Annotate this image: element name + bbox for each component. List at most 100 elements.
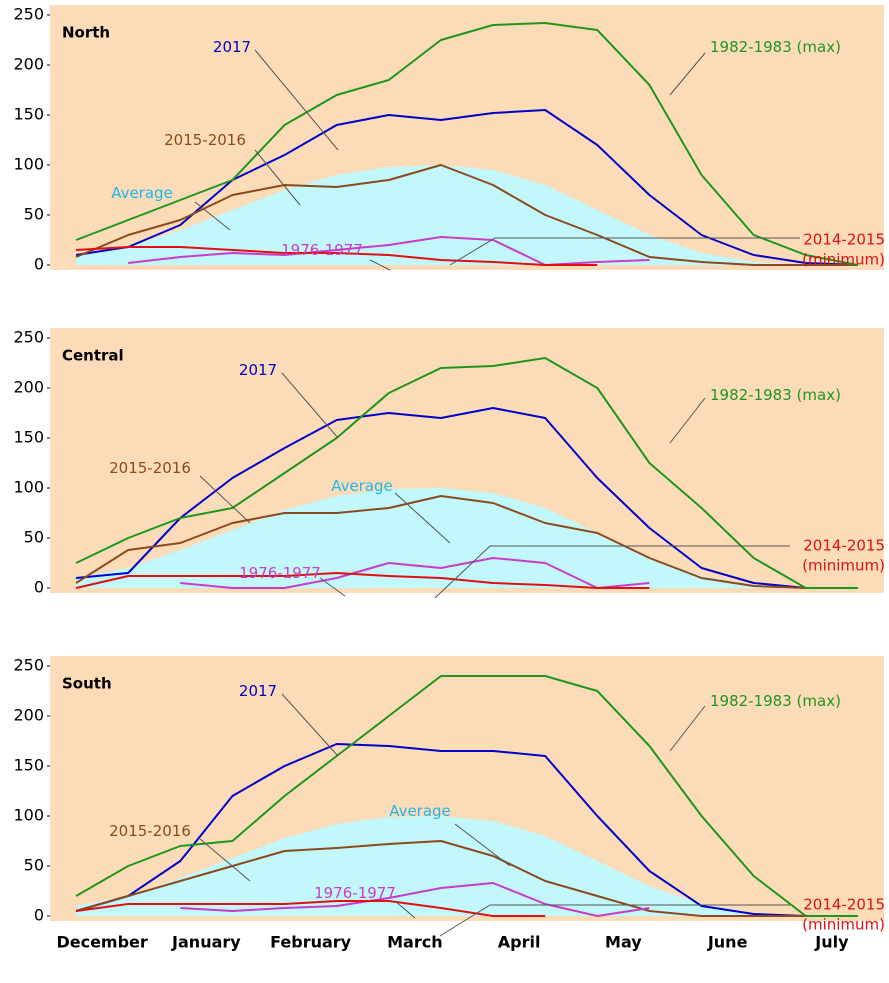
series-name: 1976-1977 (281, 241, 363, 259)
series-name: 2015-2016 (109, 822, 191, 840)
y-tick-label: 100 (13, 806, 44, 825)
y-tick-label: 250 (13, 656, 44, 675)
series-label: Average (389, 802, 451, 820)
series-note: (minimum) (802, 251, 885, 269)
leader-line (669, 705, 706, 752)
series-line (180, 882, 650, 917)
leader-line (439, 904, 790, 937)
series-name: Average (331, 477, 393, 495)
series-label: 2015-2016 (109, 822, 191, 840)
average-area (76, 165, 858, 265)
leader-line (281, 693, 339, 757)
x-tick-label: June (707, 933, 748, 952)
y-tick-label: 0 (34, 906, 44, 925)
series-name: 2015-2016 (109, 459, 191, 477)
panel-title: North (62, 24, 110, 42)
series-name: 1976-1977 (239, 564, 321, 582)
leader-line (199, 475, 251, 524)
y-tick-label: 150 (13, 756, 44, 775)
series-name: 1982-1983 (710, 38, 792, 56)
series-line (75, 22, 859, 266)
series-name: 2017 (239, 361, 277, 379)
y-tick-label: 0 (34, 255, 44, 274)
series-label: 1982-1983 (max) (710, 692, 841, 710)
series-label: 2014-2015 (803, 231, 885, 249)
leader-line (281, 372, 339, 439)
series-name: Average (389, 802, 451, 820)
series-name: 2017 (239, 682, 277, 700)
x-tick-label: April (498, 933, 541, 952)
panel-title: South (62, 675, 112, 693)
y-tick-label: 150 (13, 428, 44, 447)
series-line (75, 572, 650, 589)
series-name: Average (111, 184, 173, 202)
series-note: (max) (797, 386, 841, 404)
series-label: 1982-1983 (max) (710, 38, 841, 56)
series-label: 2014-2015 (803, 896, 885, 914)
series-name: 1976-1977 (314, 884, 396, 902)
series-label: 1976-1977 (314, 884, 396, 902)
series-label: 2017 (239, 361, 277, 379)
series-label: 2015-2016 (109, 459, 191, 477)
series-label: Average (331, 477, 393, 495)
y-tick-label: 200 (13, 706, 44, 725)
series-name: 2015-2016 (164, 131, 246, 149)
series-note: (max) (797, 692, 841, 710)
y-tick-label: 50 (24, 528, 44, 547)
series-label: 2015-2016 (164, 131, 246, 149)
series-label: 2014-2015 (803, 537, 885, 555)
y-tick-label: 50 (24, 205, 44, 224)
series-label: Average (111, 184, 173, 202)
y-tick-label: 250 (13, 328, 44, 347)
series-label: 1982-1983 (max) (710, 386, 841, 404)
x-tick-label: March (387, 933, 442, 952)
leader-line (199, 838, 251, 882)
y-tick-label: 200 (13, 378, 44, 397)
series-note: (max) (797, 38, 841, 56)
series-line (75, 495, 858, 589)
leader-line (454, 823, 511, 867)
leader-line (434, 545, 790, 599)
series-label: 1976-1977 (239, 564, 321, 582)
series-line (180, 557, 650, 589)
leader-line (394, 900, 416, 919)
series-line (75, 900, 546, 917)
leader-line (669, 397, 706, 444)
leader-line (369, 259, 391, 271)
y-tick-label: 250 (13, 5, 44, 24)
series-line (75, 840, 858, 917)
panel-title: Central (62, 347, 124, 365)
series-line (75, 743, 858, 917)
leader-line (254, 149, 301, 206)
y-tick-label: 50 (24, 856, 44, 875)
series-name: 1982-1983 (710, 692, 792, 710)
y-tick-label: 150 (13, 105, 44, 124)
series-line (75, 407, 858, 589)
leader-line (394, 492, 451, 544)
series-line (75, 109, 858, 266)
series-note: (minimum) (802, 557, 885, 575)
series-note: (minimum) (802, 916, 885, 934)
series-name: 2017 (213, 38, 251, 56)
x-tick-label: July (814, 933, 849, 952)
y-tick-label: 200 (13, 55, 44, 74)
series-label: 2017 (239, 682, 277, 700)
series-label: 2017 (213, 38, 251, 56)
series-line (75, 675, 858, 917)
series-name: 1982-1983 (710, 386, 792, 404)
y-tick-label: 100 (13, 155, 44, 174)
leader-line (194, 201, 231, 231)
x-tick-label: February (270, 933, 352, 952)
leader-line (319, 577, 346, 597)
leader-line (254, 49, 339, 151)
x-tick-label: January (171, 933, 241, 952)
y-tick-label: 0 (34, 578, 44, 597)
x-tick-label: May (605, 933, 642, 952)
leader-line (449, 237, 800, 266)
y-tick-label: 100 (13, 478, 44, 497)
series-line (75, 164, 858, 266)
series-line (75, 357, 858, 589)
leader-line (669, 52, 706, 96)
